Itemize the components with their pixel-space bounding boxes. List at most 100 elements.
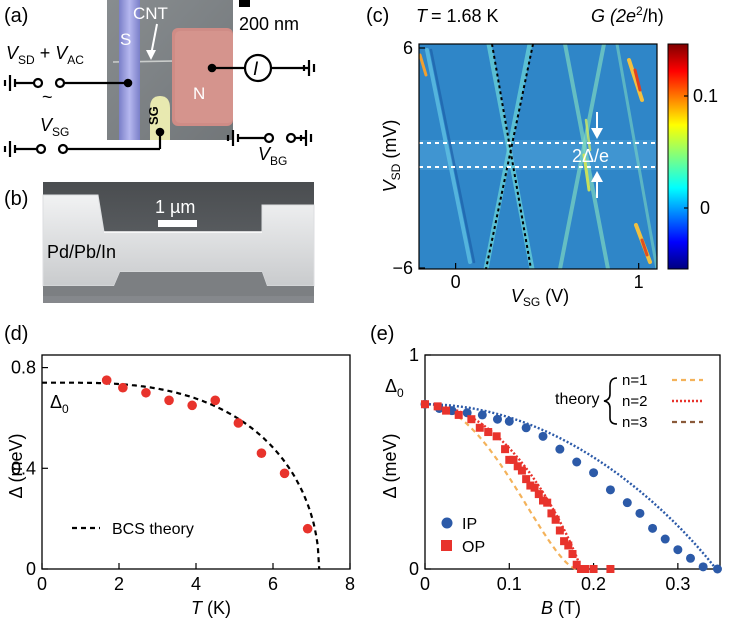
- op-point: [589, 565, 598, 573]
- ip-point: [492, 414, 502, 424]
- legend-e-title: theory: [555, 391, 599, 408]
- legend-d-text: BCS theory: [112, 521, 194, 538]
- ip-point: [648, 523, 658, 533]
- ip-point: [698, 562, 708, 572]
- diamond-guide-lines: [485, 44, 534, 269]
- data-point: [210, 395, 221, 406]
- heatmap-xtick-label: 1: [634, 272, 644, 292]
- legend-n1-label: n=1: [622, 372, 647, 389]
- op-point: [492, 432, 501, 441]
- ip-point: [504, 416, 514, 426]
- op-point: [433, 402, 442, 411]
- x-tick-label: 0: [37, 574, 47, 594]
- data-point: [233, 418, 244, 428]
- cnt-arrow-head: [146, 50, 156, 60]
- y-tick-label: 1: [409, 345, 419, 365]
- x-tick-label: 6: [268, 574, 278, 594]
- scale-bar-a-label: 200 nm: [239, 14, 299, 34]
- op-point: [581, 565, 590, 573]
- colorbar-tick-zero: 0: [700, 198, 710, 218]
- source-electrode: [119, 0, 140, 140]
- ip-point: [538, 431, 548, 441]
- op-point: [572, 560, 581, 569]
- heatmap-ytick-label: 6: [403, 38, 413, 58]
- bcs-curve: [42, 381, 321, 570]
- ip-point: [521, 423, 531, 433]
- chart-d-ylabel: Δ (meV): [6, 433, 26, 498]
- sem-image-b: [42, 182, 315, 303]
- panel-c: (c) T = 1.68 K: [366, 4, 718, 309]
- side-gate: [150, 96, 170, 140]
- chart-e-xlabel: B (T): [541, 598, 581, 618]
- legend-ip-marker: [441, 517, 453, 529]
- legend-n2-label: n=2: [622, 393, 647, 410]
- heatmap-y-ticks: 6 −6: [392, 38, 425, 278]
- theory-n3-curve: [425, 403, 717, 570]
- data-point: [101, 375, 112, 385]
- heatmap-frame: [418, 43, 658, 270]
- panel-b: (b) 1 µm Pd/Pb/In: [4, 182, 315, 303]
- cnt-arrow: [150, 23, 158, 56]
- data-point: [279, 468, 290, 479]
- x-tick-label: 0.3: [665, 574, 690, 594]
- data-point: [256, 448, 267, 458]
- ip-point: [477, 410, 487, 420]
- op-point: [421, 400, 429, 409]
- x-tick-label: 4: [191, 574, 201, 594]
- normal-label: N: [193, 84, 205, 103]
- vsg-label: VSG: [40, 115, 69, 139]
- op-point: [442, 406, 451, 415]
- colorbar-title: G (2e2/h): [591, 4, 664, 26]
- op-point: [454, 410, 463, 419]
- legend-e: theory n=1 n=2 n=3: [555, 372, 703, 431]
- panel-b-label: (b): [4, 188, 28, 210]
- x-tick-label: 2: [114, 574, 124, 594]
- ip-point: [686, 553, 695, 563]
- x-tick-label: 0: [420, 574, 430, 594]
- panel-a: (a) CNT S N SG 200 nm: [3, 0, 316, 168]
- plot-frame: [424, 354, 721, 570]
- gap-arrow-down: [591, 128, 603, 139]
- scale-bar-b: [158, 220, 197, 227]
- heatmap-ytick-label: −6: [392, 258, 413, 278]
- chart-e-points: [420, 399, 722, 574]
- ip-point: [555, 444, 565, 454]
- panel-e: (e) 0 0.1 0.2 0.3 0 1 Δ0 theory n=1 n=2 n=3 I…: [370, 323, 722, 618]
- y-tick-label: 0.8: [11, 358, 36, 378]
- cnt-label: CNT: [133, 4, 168, 23]
- op-point: [522, 475, 531, 484]
- temperature-label: T = 1.68 K: [416, 6, 499, 26]
- chart-d-points: [101, 375, 313, 534]
- chart-e-axes: 0 0.1 0.2 0.3 0 1: [409, 345, 721, 594]
- op-point: [576, 565, 585, 573]
- op-point: [560, 537, 569, 546]
- data-point: [141, 387, 151, 398]
- ip-point: [673, 545, 683, 555]
- delta0-label-e: Δ0: [385, 376, 404, 400]
- panel-c-label: (c): [366, 5, 389, 27]
- op-point: [530, 483, 539, 492]
- op-point: [467, 415, 476, 424]
- plot-frame: [41, 354, 351, 570]
- op-point: [475, 423, 484, 432]
- vbg-label: VBG: [258, 144, 287, 168]
- chart-d-xlabel: T (K): [191, 598, 231, 618]
- heatmap-xtick-label: 0: [451, 272, 461, 292]
- panel-e-label: (e): [370, 323, 394, 345]
- x-tick-label: 0.2: [581, 574, 606, 594]
- conductance-map: [419, 44, 657, 269]
- op-point: [564, 541, 573, 550]
- op-point: [505, 455, 514, 464]
- ip-point: [462, 408, 472, 418]
- op-point: [551, 515, 560, 524]
- diamond-features: [419, 44, 657, 269]
- y-tick-label: 0: [409, 559, 419, 579]
- sidegate-circuit: [3, 127, 165, 157]
- ip-point: [589, 468, 599, 478]
- data-point: [302, 523, 313, 534]
- backgate-circuit: [226, 130, 313, 146]
- scale-bar-b-label: 1 µm: [155, 197, 195, 217]
- op-point: [606, 565, 615, 573]
